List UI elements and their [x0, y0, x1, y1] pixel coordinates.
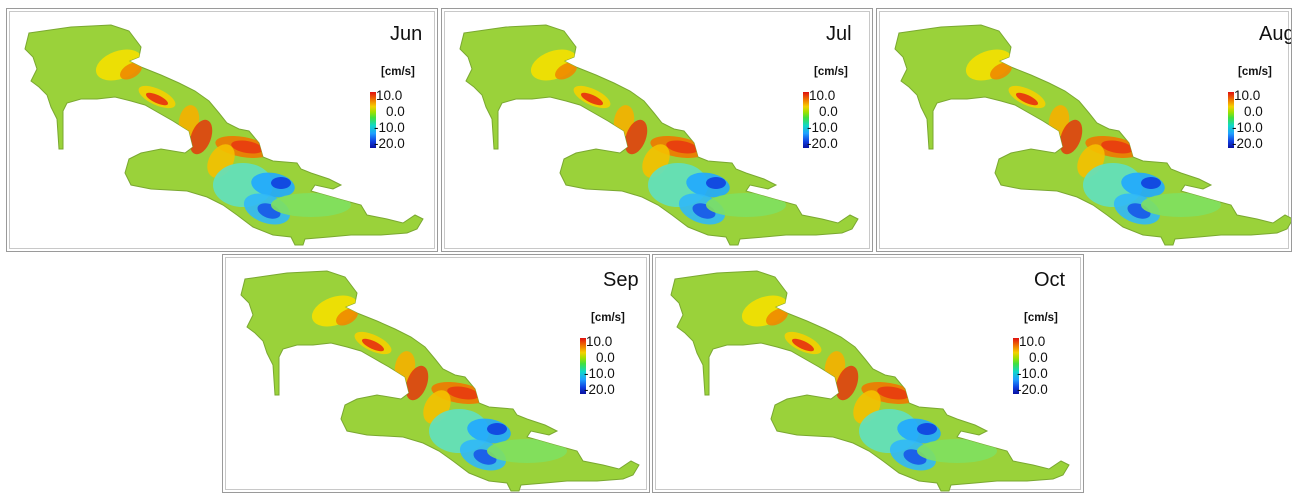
colorbar-tick: 10.0 [809, 88, 836, 103]
lake-velocity-map [670, 270, 1070, 492]
colorbar [1013, 338, 1019, 394]
velocity-region [447, 386, 479, 400]
velocity-region [271, 193, 351, 217]
colorbar-tick: -20.0 [1232, 136, 1263, 151]
lake-velocity-map [24, 24, 424, 246]
velocity-region [120, 62, 142, 80]
lake-shape [240, 270, 640, 492]
velocity-region [1015, 92, 1039, 106]
colorbar-tick: -10.0 [1017, 366, 1048, 381]
colorbar-tick: -20.0 [584, 382, 615, 397]
month-label: Aug [1259, 23, 1292, 45]
velocity-region [336, 308, 358, 326]
lake-shape [459, 24, 859, 246]
month-label: Jul [826, 23, 852, 45]
lake-shape [894, 24, 1291, 246]
velocity-region [1141, 177, 1161, 189]
velocity-region [487, 423, 507, 435]
velocity-region [271, 177, 291, 189]
velocity-region [624, 119, 648, 155]
velocity-region [487, 439, 567, 463]
velocity-region [766, 308, 788, 326]
colorbar-tick: 0.0 [1029, 350, 1048, 365]
colorbar-tick: 0.0 [1244, 104, 1263, 119]
lake-velocity-map [894, 24, 1291, 246]
velocity-region [231, 140, 263, 154]
month-label: Sep [603, 269, 639, 291]
velocity-region [666, 140, 698, 154]
colorbar-tick: -20.0 [807, 136, 838, 151]
velocity-region [145, 92, 169, 106]
velocity-region [917, 423, 937, 435]
unit-label: [cm/s] [381, 66, 415, 78]
colorbar [1228, 92, 1234, 148]
velocity-region [877, 386, 909, 400]
colorbar [803, 92, 809, 148]
velocity-region [791, 338, 815, 352]
colorbar-tick: 0.0 [386, 104, 405, 119]
colorbar [370, 92, 376, 148]
colorbar-tick: 10.0 [376, 88, 403, 103]
colorbar [580, 338, 586, 394]
lake-shape [24, 24, 424, 246]
colorbar-tick: -10.0 [807, 120, 838, 135]
month-label: Oct [1034, 269, 1066, 291]
month-label: Jun [390, 23, 423, 45]
unit-label: [cm/s] [1238, 66, 1272, 78]
colorbar-tick: -20.0 [374, 136, 405, 151]
velocity-region [1101, 140, 1133, 154]
map-panel-jun: Jun [cm/s] 10.0 0.0 -10.0 -20.0 [6, 8, 438, 252]
colorbar-tick: 10.0 [1234, 88, 1261, 103]
unit-label: [cm/s] [591, 312, 625, 324]
colorbar-tick: 0.0 [819, 104, 838, 119]
lake-velocity-map [459, 24, 859, 246]
colorbar-tick: 0.0 [596, 350, 615, 365]
unit-label: [cm/s] [1024, 312, 1058, 324]
colorbar-tick: -20.0 [1017, 382, 1048, 397]
lake-velocity-map [240, 270, 640, 492]
velocity-region [189, 119, 213, 155]
map-panel-aug: Aug [cm/s] 10.0 0.0 -10.0 -20.0 [876, 8, 1292, 252]
velocity-region [706, 177, 726, 189]
colorbar-tick: -10.0 [584, 366, 615, 381]
colorbar-tick: -10.0 [1232, 120, 1263, 135]
velocity-region [990, 62, 1012, 80]
lake-shape [670, 270, 1070, 492]
velocity-region [1141, 193, 1221, 217]
colorbar-tick: 10.0 [1019, 334, 1046, 349]
unit-label: [cm/s] [814, 66, 848, 78]
map-panel-oct: Oct [cm/s] 10.0 0.0 -10.0 -20.0 [652, 254, 1084, 493]
colorbar-tick: -10.0 [374, 120, 405, 135]
velocity-region [1059, 119, 1083, 155]
colorbar-tick: 10.0 [586, 334, 613, 349]
velocity-region [706, 193, 786, 217]
velocity-region [835, 365, 859, 401]
map-panel-sep: Sep [cm/s] 10.0 0.0 -10.0 -20.0 [222, 254, 650, 493]
velocity-region [405, 365, 429, 401]
velocity-region [917, 439, 997, 463]
velocity-region [555, 62, 577, 80]
map-panel-jul: Jul [cm/s] 10.0 0.0 -10.0 -20.0 [441, 8, 873, 252]
velocity-region [580, 92, 604, 106]
velocity-region [361, 338, 385, 352]
